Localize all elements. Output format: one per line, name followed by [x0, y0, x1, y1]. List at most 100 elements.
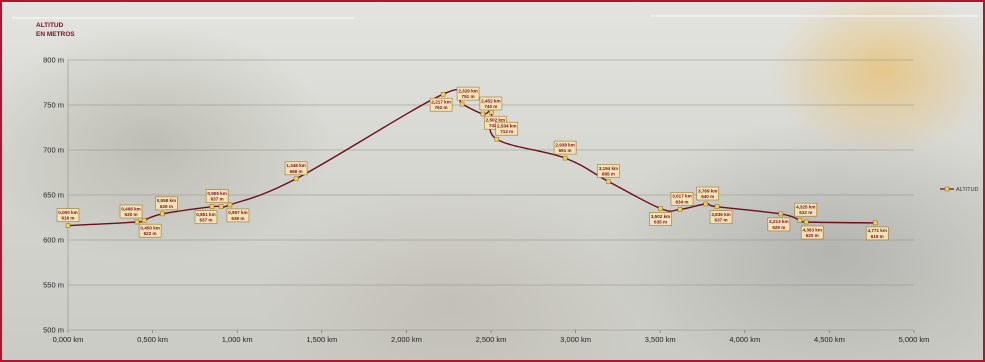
data-label-box — [155, 196, 178, 211]
y-tick-labels: 800 m 750 m 700 m 650 m 600 m 550 m 500 m — [43, 56, 64, 335]
data-label-km: 0,408 km — [121, 206, 140, 211]
legend-label: ALTITUD — [956, 187, 979, 193]
data-label-km: 0,450 km — [140, 226, 159, 231]
y-tick-label: 500 m — [43, 326, 64, 335]
data-point — [677, 207, 683, 212]
x-tick-label: 1,500 km — [306, 335, 337, 344]
y-axis-title-line1: ALTITUD — [36, 22, 64, 29]
data-label-box — [226, 208, 250, 223]
data-label-km: 2,502 km — [486, 118, 505, 123]
data-label-m: 622 m — [144, 231, 157, 236]
data-point — [873, 220, 878, 226]
data-label-km: 2,938 km — [555, 142, 574, 147]
data-label-km: 4,363 km — [803, 227, 822, 232]
y-tick-label: 700 m — [43, 146, 64, 155]
x-tick-label: 5,000 km — [899, 335, 930, 344]
data-label-km: 4,325 km — [796, 205, 815, 210]
x-tick-label: 2,500 km — [476, 335, 507, 344]
data-point — [227, 202, 233, 208]
data-label-km: 2,452 km — [481, 98, 500, 103]
data-point — [703, 201, 708, 207]
data-label-m: 619 m — [871, 234, 884, 239]
data-label-m: 629 m — [772, 225, 785, 230]
data-label-m: 640 m — [701, 194, 714, 199]
data-label-box — [479, 96, 503, 111]
data-point — [293, 176, 299, 182]
data-point — [218, 204, 224, 209]
data-label-box — [800, 225, 824, 240]
data-label-km: 3,836 km — [711, 212, 730, 217]
x-tick-label: 4,500 km — [814, 335, 845, 344]
y-tick-label: 550 m — [43, 281, 64, 290]
data-label-m: 712 m — [500, 129, 513, 134]
data-point — [459, 101, 465, 107]
series-line — [67, 88, 876, 227]
y-tick-label: 750 m — [43, 101, 64, 110]
data-label-box — [194, 210, 218, 224]
data-point — [480, 111, 486, 117]
data-point — [134, 219, 140, 225]
data-label-m: 742 m — [489, 123, 502, 128]
data-label-m: 616 m — [61, 216, 74, 221]
data-label-km: 0,957 km — [228, 210, 247, 215]
x-tick-label: 0,000 km — [53, 335, 84, 344]
data-point — [160, 211, 165, 217]
data-label-km: 2,329 km — [458, 88, 477, 93]
data-label-box — [709, 210, 733, 224]
data-label-box — [696, 186, 720, 201]
data-label-km: 3,194 km — [599, 166, 618, 171]
data-label-m: 620 m — [806, 233, 819, 238]
data-point — [778, 211, 784, 217]
data-label-box — [205, 189, 229, 203]
data-point — [440, 91, 446, 97]
data-label-m: 639 m — [231, 216, 244, 221]
data-label-m: 637 m — [715, 218, 728, 223]
data-label-km: 4,771 km — [868, 228, 887, 233]
data-label-km: 0,000 km — [58, 210, 77, 215]
data-label-box — [794, 202, 818, 217]
y-axis-title-line2: EN METROS — [36, 31, 75, 38]
x-tick-labels: 0,000 km 0,500 km 1,000 km 1,500 km 2,000 km… — [53, 330, 930, 344]
x-tick-label: 0,500 km — [137, 335, 168, 344]
data-point — [209, 204, 215, 209]
x-tick-label: 3,500 km — [645, 335, 676, 344]
series-altitud — [65, 88, 878, 228]
y-tick-label: 650 m — [43, 191, 64, 200]
data-label-m: 634 m — [675, 199, 688, 204]
x-tick-label: 1,000 km — [222, 335, 253, 344]
data-label-km: 0,905 km — [207, 191, 226, 196]
data-label-box — [597, 164, 620, 178]
data-point — [714, 204, 720, 209]
data-label-km: 0,558 km — [157, 198, 176, 203]
data-label-box — [119, 204, 143, 219]
legend: ALTITUD — [940, 186, 979, 193]
data-label-box — [429, 97, 453, 112]
data-label-box — [495, 121, 519, 136]
data-label-m: 637 m — [199, 218, 212, 223]
x-tick-label: 2,000 km — [391, 335, 422, 344]
data-label-box — [138, 223, 162, 238]
data-point — [797, 217, 803, 223]
data-label-m: 635 m — [654, 220, 667, 225]
data-label-m: 740 m — [484, 104, 497, 109]
data-label-km: 3,502 km — [651, 214, 670, 219]
